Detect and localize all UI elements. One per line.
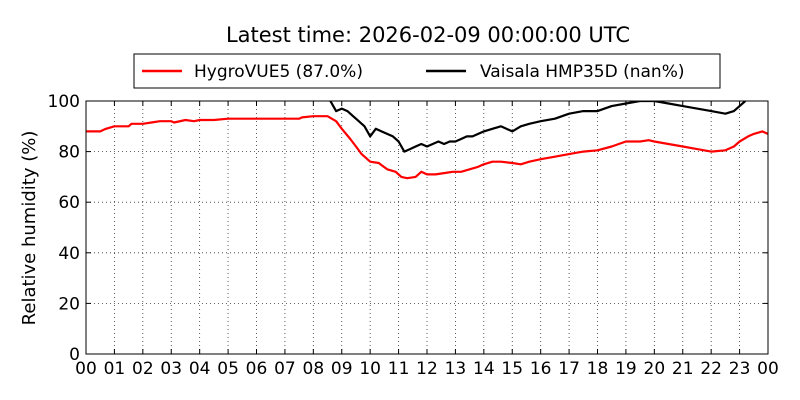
x-tick-label: 06 — [246, 359, 268, 379]
x-tick-label: 18 — [587, 359, 609, 379]
x-tick-label: 09 — [331, 359, 353, 379]
x-tick-label: 05 — [217, 359, 239, 379]
y-tick-label: 0 — [69, 345, 80, 365]
y-tick-label: 20 — [58, 294, 80, 314]
x-tick-label: 20 — [644, 359, 666, 379]
series-line-vaisala — [329, 101, 747, 153]
x-tick-label: 04 — [189, 359, 211, 379]
x-tick-label: 00 — [75, 359, 97, 379]
x-tick-label: 11 — [388, 359, 410, 379]
plot-area — [85, 100, 769, 355]
x-tick-label: 00 — [757, 359, 779, 379]
x-tick-label: 10 — [359, 359, 381, 379]
grid — [86, 101, 768, 354]
x-tick-label: 17 — [558, 359, 580, 379]
series-layer — [86, 101, 768, 180]
x-tick-label: 23 — [729, 359, 751, 379]
x-tick-label: 07 — [274, 359, 296, 379]
x-tick-label: 03 — [160, 359, 182, 379]
legend-entry-hygrovue5: HygroVUE5 (87.0%) — [194, 62, 363, 82]
x-tick-label: 14 — [473, 359, 495, 379]
x-tick-label: 19 — [615, 359, 637, 379]
x-tick-label: 01 — [104, 359, 126, 379]
x-tick-label: 15 — [501, 359, 523, 379]
legend-entry-vaisala: Vaisala HMP35D (nan%) — [480, 62, 684, 82]
y-tick-label: 80 — [58, 143, 80, 163]
y-tick-label: 60 — [58, 193, 80, 213]
x-tick-label: 12 — [416, 359, 438, 379]
y-tick-label: 100 — [48, 92, 80, 112]
y-axis-ticks: 0 20 40 60 80 100 — [48, 92, 768, 365]
x-tick-label: 16 — [530, 359, 552, 379]
x-tick-label: 08 — [303, 359, 325, 379]
y-axis-label: Relative humidity (%) — [19, 131, 40, 326]
x-tick-label: 21 — [672, 359, 694, 379]
series-line-hygrovue5 — [86, 115, 768, 180]
y-tick-label: 40 — [58, 244, 80, 264]
legend: HygroVUE5 (87.0%) Vaisala HMP35D (nan%) — [133, 53, 721, 89]
x-tick-label: 02 — [132, 359, 154, 379]
x-tick-label: 13 — [445, 359, 467, 379]
x-tick-label: 22 — [700, 359, 722, 379]
chart-title: Latest time: 2026-02-09 00:00:00 UTC — [226, 23, 630, 47]
